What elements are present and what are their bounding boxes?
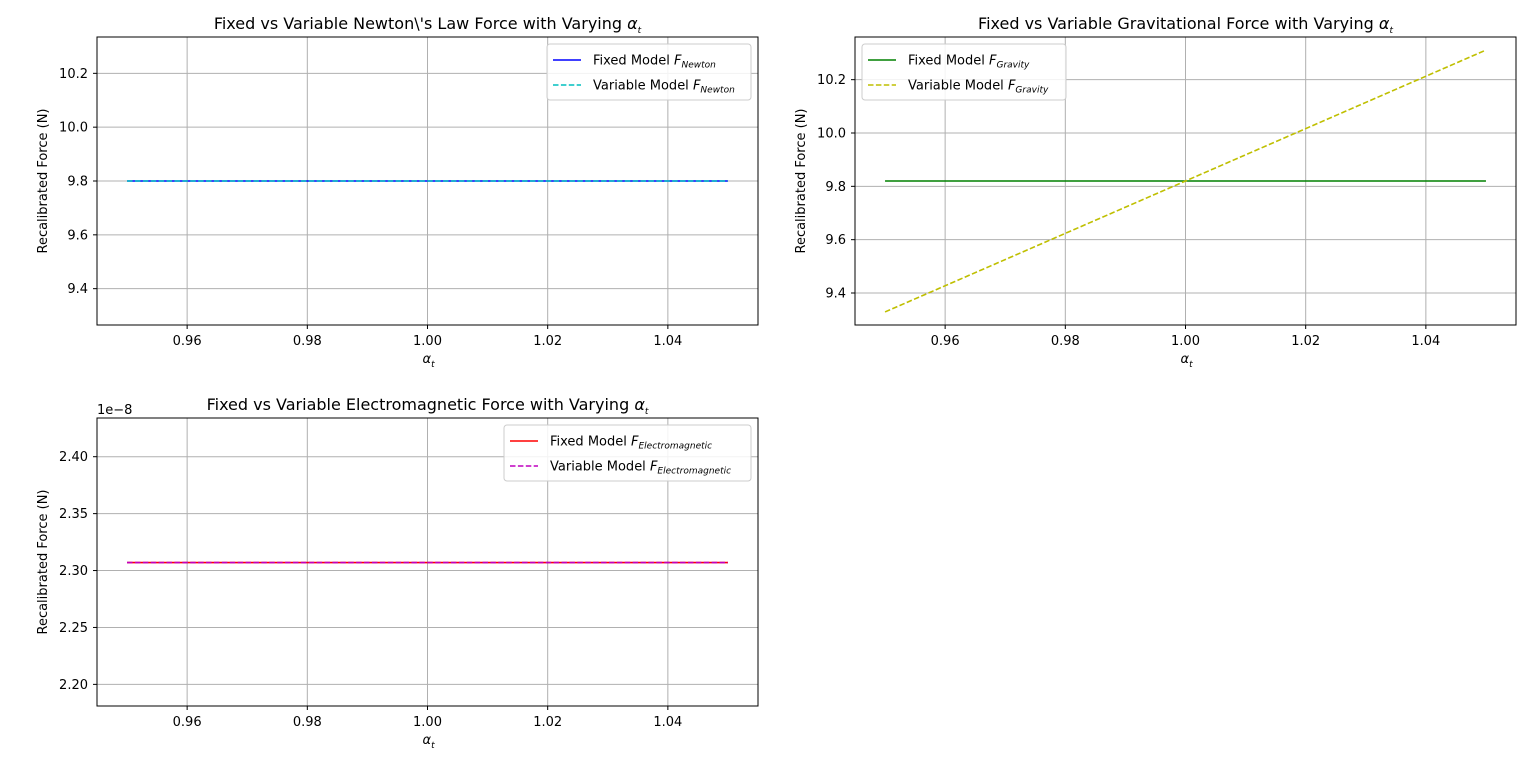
symbol-subscript: t bbox=[431, 741, 435, 751]
symbol-subscript: t bbox=[431, 360, 435, 370]
legend-label-symbol: F bbox=[650, 460, 658, 475]
svg-text:αt: αt bbox=[1181, 352, 1194, 370]
chart-title: Fixed vs Variable Newton\'s Law Force wi… bbox=[214, 14, 642, 36]
legend-label-subscript: Electromagnetic bbox=[657, 467, 731, 477]
legend-label: Fixed Model FNewton bbox=[593, 54, 716, 71]
y-tick-label: 9.8 bbox=[67, 175, 88, 190]
axes-frame bbox=[96, 417, 759, 707]
svg-text:αt: αt bbox=[423, 733, 436, 751]
y-tick-label: 9.6 bbox=[67, 228, 88, 243]
y-tick-label: 9.4 bbox=[67, 282, 88, 297]
y-tick-label: 2.30 bbox=[59, 564, 88, 579]
series-line bbox=[884, 49, 1487, 313]
x-tick-label: 1.00 bbox=[413, 334, 442, 349]
y-tick-label: 9.4 bbox=[825, 287, 846, 302]
chart-panel-1: 0.96 0.98 1.00 1.02 1.04 9.4 9.6 9.8 10.0 10.2 Fix… bbox=[36, 14, 759, 370]
legend-label-subscript: Newton bbox=[681, 61, 716, 71]
x-tick-label: 1.02 bbox=[1291, 334, 1320, 349]
chart-title-symbol: α bbox=[627, 14, 638, 33]
legend-box bbox=[861, 43, 1067, 101]
chart-panel-2: 0.96 0.98 1.00 1.02 1.04 9.4 9.6 9.8 10.0 10.2 Fix… bbox=[794, 14, 1517, 370]
y-tick-label: 2.40 bbox=[59, 450, 88, 465]
symbol-text: α bbox=[1181, 352, 1190, 367]
legend-label-subscript: Electromagnetic bbox=[638, 442, 712, 452]
legend-label-subscript: Newton bbox=[700, 86, 735, 96]
y-tick-label: 10.2 bbox=[817, 73, 846, 88]
legend-label-symbol: F bbox=[693, 79, 701, 94]
chart-title-text: Fixed vs Variable Gravitational Force wi… bbox=[978, 14, 1379, 33]
x-tick-label: 1.02 bbox=[533, 715, 562, 730]
legend-box bbox=[546, 43, 752, 101]
y-tick-label: 2.20 bbox=[59, 678, 88, 693]
x-tick-label: 0.98 bbox=[293, 715, 322, 730]
chart-title-subscript: t bbox=[645, 407, 649, 417]
axes-frame bbox=[96, 36, 759, 326]
chart-title-text: Fixed vs Variable Electromagnetic Force … bbox=[207, 395, 635, 414]
legend-label-prefix: Variable Model bbox=[593, 79, 693, 94]
legend-label: Fixed Model FGravity bbox=[908, 54, 1030, 71]
legend-label: Variable Model FGravity bbox=[908, 79, 1049, 96]
legend-label-prefix: Fixed Model bbox=[550, 435, 631, 450]
x-tick-label: 0.98 bbox=[1051, 334, 1080, 349]
symbol-text: α bbox=[423, 733, 432, 748]
chart-title: Fixed vs Variable Gravitational Force wi… bbox=[978, 14, 1393, 36]
legend-box bbox=[503, 424, 752, 482]
legend-label-prefix: Fixed Model bbox=[908, 54, 989, 69]
legend-label-subscript: Gravity bbox=[996, 61, 1030, 71]
symbol-text: α bbox=[423, 352, 432, 367]
legend-label: Fixed Model FElectromagnetic bbox=[550, 435, 712, 452]
y-tick-label: 2.25 bbox=[59, 621, 88, 636]
chart-title-subscript: t bbox=[1389, 26, 1393, 36]
legend-label: Variable Model FNewton bbox=[593, 79, 735, 96]
x-tick-label: 0.98 bbox=[293, 334, 322, 349]
x-tick-label: 1.00 bbox=[1171, 334, 1200, 349]
chart-title-symbol: α bbox=[1379, 14, 1390, 33]
y-tick-label: 2.35 bbox=[59, 507, 88, 522]
chart-title-subscript: t bbox=[638, 26, 642, 36]
y-tick-label: 9.8 bbox=[825, 180, 846, 195]
legend-label-symbol: F bbox=[989, 54, 997, 69]
chart-panel-3: 0.96 0.98 1.00 1.02 1.04 2.20 2.25 2.30 2.35 2.40… bbox=[36, 395, 759, 751]
y-tick-label: 10.0 bbox=[59, 121, 88, 136]
x-tick-label: 1.00 bbox=[413, 715, 442, 730]
x-tick-label: 0.96 bbox=[173, 334, 202, 349]
legend-label-symbol: F bbox=[674, 54, 682, 69]
legend-label-prefix: Fixed Model bbox=[593, 54, 674, 69]
x-tick-label: 0.96 bbox=[931, 334, 960, 349]
y-tick-label: 10.2 bbox=[59, 67, 88, 82]
y-offset-text: 1e−8 bbox=[97, 403, 132, 418]
legend-label-subscript: Gravity bbox=[1015, 86, 1049, 96]
y-tick-label: 10.0 bbox=[817, 127, 846, 142]
legend-label-symbol: F bbox=[631, 435, 639, 450]
symbol-subscript: t bbox=[1189, 360, 1193, 370]
x-tick-label: 1.02 bbox=[533, 334, 562, 349]
axes-frame bbox=[854, 36, 1517, 326]
y-tick-label: 9.6 bbox=[825, 233, 846, 248]
x-tick-label: 1.04 bbox=[653, 715, 682, 730]
x-tick-label: 1.04 bbox=[1411, 334, 1440, 349]
legend-label-prefix: Variable Model bbox=[908, 79, 1008, 94]
y-axis-label: Recalibrated Force (N) bbox=[36, 109, 51, 254]
x-tick-label: 1.04 bbox=[653, 334, 682, 349]
chart-title-symbol: α bbox=[634, 395, 645, 414]
legend-label: Variable Model FElectromagnetic bbox=[550, 460, 731, 477]
x-tick-label: 0.96 bbox=[173, 715, 202, 730]
chart-title-text: Fixed vs Variable Newton\'s Law Force wi… bbox=[214, 14, 627, 33]
svg-text:αt: αt bbox=[423, 352, 436, 370]
legend-label-prefix: Variable Model bbox=[550, 460, 650, 475]
y-axis-label: Recalibrated Force (N) bbox=[36, 490, 51, 635]
chart-title: Fixed vs Variable Electromagnetic Force … bbox=[207, 395, 649, 417]
y-axis-label: Recalibrated Force (N) bbox=[794, 109, 809, 254]
legend-label-symbol: F bbox=[1008, 79, 1016, 94]
